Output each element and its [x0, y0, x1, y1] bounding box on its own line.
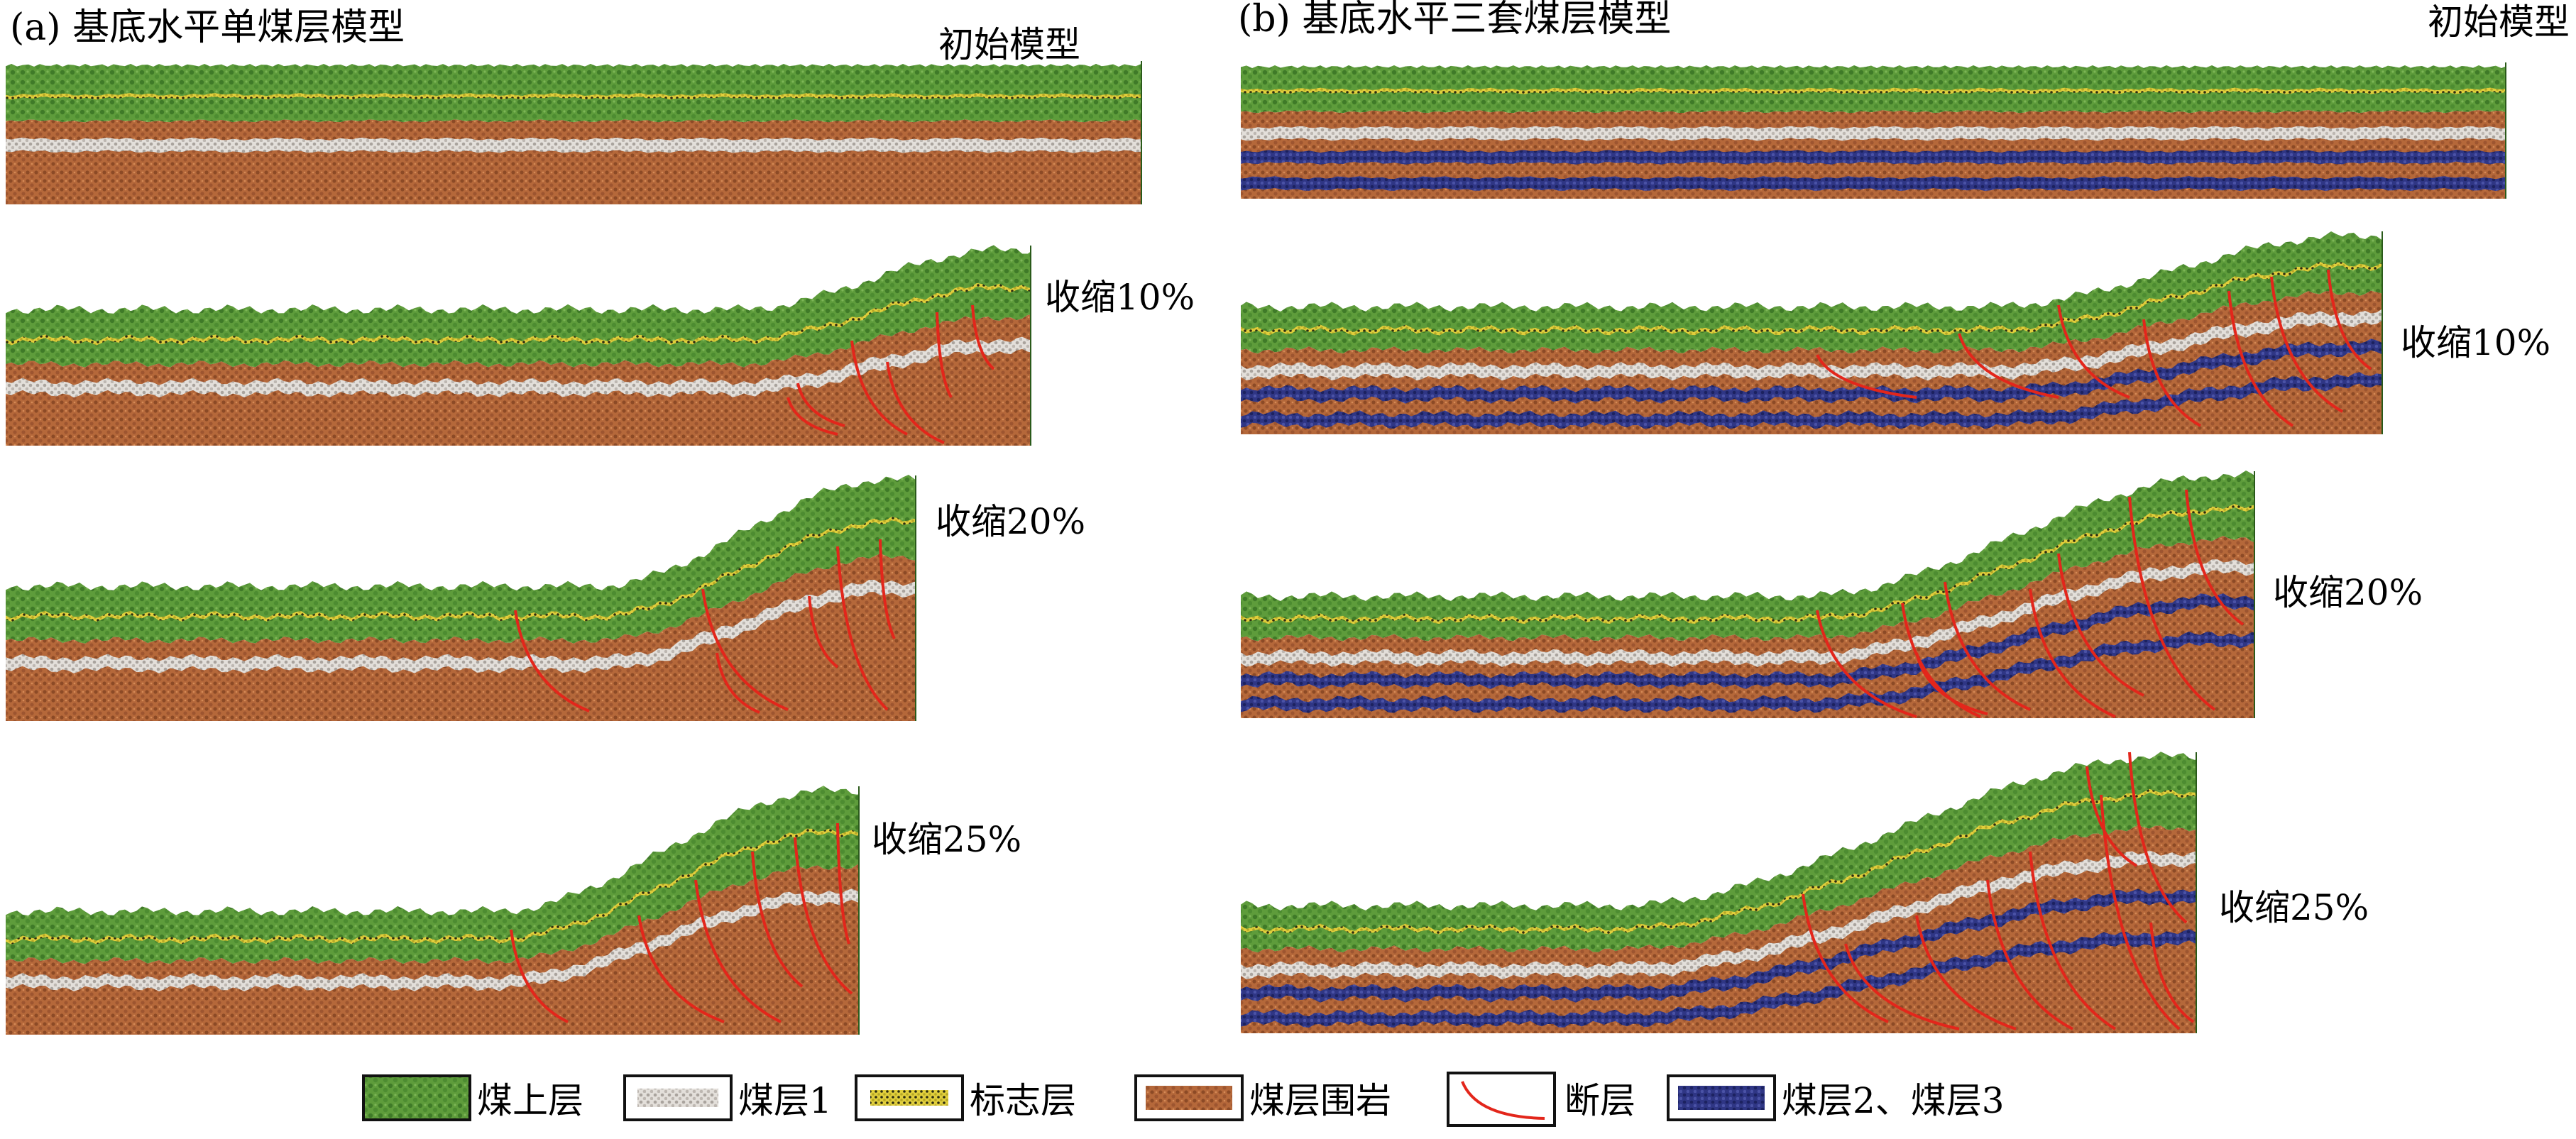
panel-a-stage-2-fault-4 [836, 546, 889, 711]
panel-b-stage-2-fault-7 [2185, 489, 2245, 626]
panel-b-stage-3-fault-2 [1844, 943, 1960, 1030]
panel-b-stage-1-fault-1 [1816, 354, 1917, 399]
panel-a-stage-3-fault-5 [794, 837, 853, 995]
panel-b-stage-0-section [1241, 62, 2506, 199]
panel-b-stage-1-section [1241, 231, 2383, 434]
yellow-particle-swatch [870, 1090, 948, 1106]
panel-a-stage-1-fault-3 [886, 361, 945, 444]
panel-a-stage-1-fault-4 [936, 312, 953, 398]
legend-item-fault: 断层 [1447, 1072, 1635, 1127]
panel-a-stage-1-fault-6 [786, 397, 838, 436]
panel-a-stage-3-section [6, 786, 860, 1035]
panel-a-stage-1-fault-5 [971, 304, 995, 370]
panel-b-stage-1-fault-6 [2270, 276, 2343, 413]
panel-b-stage-1-fault-3 [2057, 304, 2130, 399]
panel-a-stage-3-fault-1 [510, 929, 569, 1023]
panel-a-stage-1-section [6, 245, 1031, 446]
panel-a-stage-3-fault-2 [637, 915, 725, 1023]
panel-b-stage-2-fault-8 [1915, 652, 1988, 715]
panel-b-stage-3-fault-7 [2086, 766, 2138, 867]
panel-b-stage-2-fault-3 [1944, 581, 2031, 711]
blue-particle-swatch [1678, 1086, 1765, 1110]
legend-label-host: 煤层围岩 [1249, 1080, 1391, 1121]
panel-a-stage-2-fault-5 [879, 539, 896, 639]
panel-b-stage-2-fault-6 [2128, 496, 2216, 711]
panel-a-stage-2-fault-6 [716, 652, 760, 714]
panel-b-stage-1-label: 收缩10% [2401, 322, 2550, 363]
panel-b-stage-3-fault-8 [2128, 752, 2188, 924]
panel-a-stage-2-fault-2 [701, 588, 789, 711]
panel-b-stage-1-fault-4 [2142, 319, 2201, 427]
panel-b-stage-2-fault-1 [1816, 610, 1917, 718]
panel-b-stage-1-fault-7 [2327, 269, 2372, 370]
legend-label-coal23: 煤层2、煤层3 [1782, 1080, 2005, 1121]
panel-b-stage-3-fault-3 [1915, 915, 2017, 1030]
panel-a-stage-3-fault-6 [836, 822, 850, 945]
panel-a-stage-2-fault-1 [514, 610, 590, 712]
legend-item-upper: 煤上层 [362, 1074, 583, 1121]
panel-b-stage-2-label: 收缩20% [2273, 572, 2423, 613]
legend-label-upper: 煤上层 [477, 1080, 583, 1121]
panel-b-stage-2-fault-5 [2057, 553, 2144, 697]
panel-b-stage-3-fault-9 [2149, 922, 2195, 1023]
panel-b-stage-1-fault-2 [1958, 333, 2059, 399]
panel-a-title: (a) 基底水平单煤层模型 [10, 6, 405, 49]
panel-a-stage-1-fault-1 [796, 383, 845, 427]
panel-a-stage-0-label: 初始模型 [938, 24, 1080, 65]
panel-b-stage-3-fault-4 [1986, 879, 2073, 1030]
panel-a-stage-1-label: 收缩10% [1045, 277, 1195, 318]
panel-b-stage-3-label: 收缩25% [2219, 887, 2369, 928]
legend-item-coal1: 煤层1 [623, 1074, 832, 1121]
brown-particle-swatch [1146, 1086, 1232, 1110]
legend: 煤上层 煤层1 标志层 煤层围岩 断层 煤层2、煤层3 [362, 1072, 2005, 1127]
legend-item-marker: 标志层 [855, 1074, 1076, 1121]
green-particle-swatch [362, 1074, 471, 1121]
legend-label-marker: 标志层 [970, 1080, 1076, 1121]
panel-a-stage-2-section [6, 475, 916, 721]
panel-b-stage-3-fault-6 [2100, 794, 2181, 1030]
panel-b-stage-2-fault-2 [1901, 602, 1981, 718]
panel-b-stage-3-fault-5 [2029, 851, 2117, 1030]
panel-b-stage-1-fault-5 [2227, 290, 2294, 427]
panel-b-stage-3-section [1241, 752, 2197, 1033]
panel-a-stage-2-label: 收缩20% [936, 501, 1085, 542]
panel-b-stage-3-fault-1 [1802, 893, 1889, 1023]
legend-item-coal23: 煤层2、煤层3 [1667, 1074, 2005, 1121]
legend-label-fault: 断层 [1564, 1080, 1635, 1121]
legend-label-coal1: 煤层1 [738, 1080, 832, 1121]
white-particle-swatch [637, 1089, 718, 1107]
panel-a-stage-1-fault-2 [850, 340, 908, 436]
panel-a-stage-0-section [6, 61, 1142, 204]
legend-item-host: 煤层围岩 [1134, 1074, 1391, 1121]
panel-b-stage-0-label: 初始模型 [2428, 1, 2570, 43]
panel-a-stage-2-fault-3 [808, 595, 839, 668]
panel-b-stage-2-section [1241, 471, 2255, 718]
panel-a-stage-3-fault-3 [694, 879, 782, 1023]
panel-b-title: (b) 基底水平三套煤层模型 [1238, 0, 1671, 40]
panel-b-stage-2-fault-4 [2029, 588, 2116, 718]
panel-a-stage-3-fault-4 [751, 851, 804, 988]
red-fault-line-swatch [1461, 1081, 1545, 1120]
panel-a-stage-3-label: 收缩25% [872, 819, 1021, 860]
